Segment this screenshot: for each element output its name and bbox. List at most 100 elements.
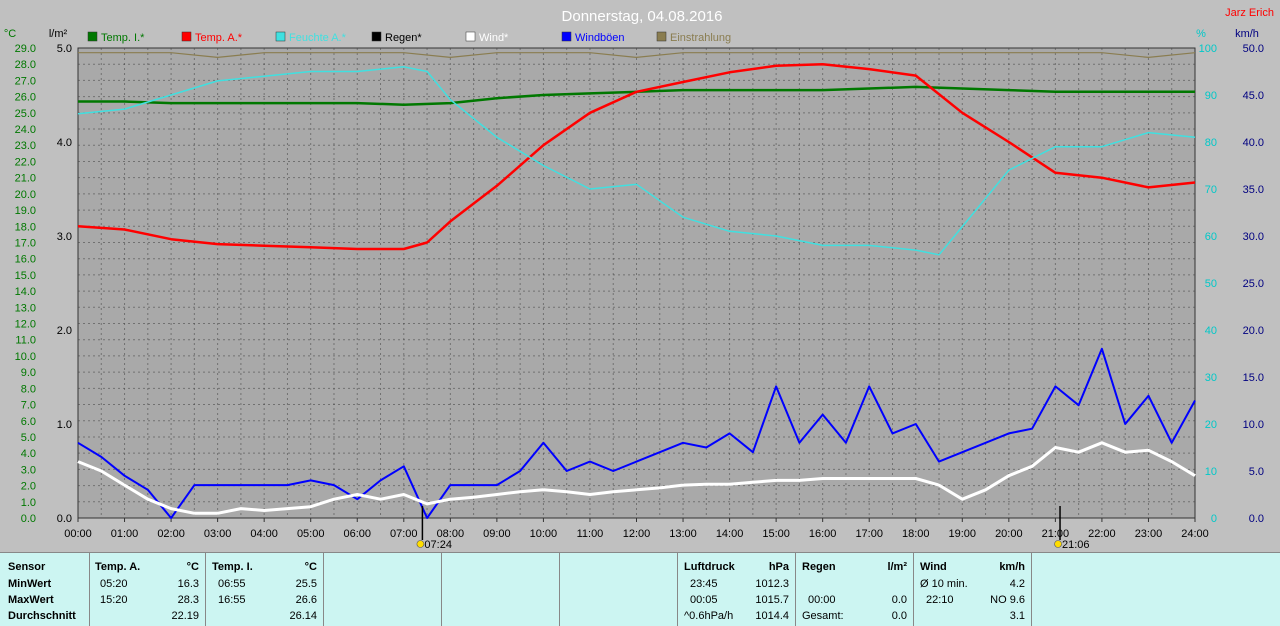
pressure-max-time: 00:05 (690, 594, 718, 606)
humidity-tick-label: 40 (1205, 325, 1217, 337)
temp-tick-label: 17.0 (15, 237, 36, 249)
humidity-tick-label: 100 (1199, 43, 1217, 55)
wind-tick-label: 45.0 (1243, 90, 1264, 102)
grid (78, 48, 1195, 518)
temp-tick-label: 1.0 (21, 497, 36, 509)
legend-swatch (656, 31, 667, 42)
temp-tick-label: 5.0 (21, 432, 36, 444)
avg-label: Durchschnitt (8, 610, 76, 622)
legend-label: Temp. I.* (101, 32, 145, 44)
stats-col-rain: Regen l/m² 00:00 0.0 Gesamt: 0.0 (796, 553, 914, 626)
temp-tick-label: 10.0 (15, 351, 36, 363)
wind-tick-label: 50.0 (1243, 43, 1264, 55)
legend-swatch (561, 31, 572, 42)
wind-tick-label: 0.0 (1249, 513, 1264, 525)
legend: Temp. I.* Temp. A.* Feuchte A.* Regen* Wind*… (87, 31, 731, 44)
legend-label: Wind* (479, 32, 509, 44)
legend-label: Einstrahlung (670, 32, 731, 44)
stats-col-temp-i: Temp. I. °C 06:55 25.5 16:55 26.6 26.14 (206, 553, 324, 626)
x-tick-label: 04:00 (250, 528, 278, 540)
legend-label: Temp. A.* (195, 32, 243, 44)
humidity-tick-label: 30 (1205, 372, 1217, 384)
rain-total-label: Gesamt: (802, 610, 844, 622)
stats-col-empty-3 (560, 553, 678, 626)
x-tick-label: 00:00 (64, 528, 92, 540)
markers: 07:24 21:06 (416, 506, 1090, 551)
pressure-unit: hPa (768, 561, 789, 573)
temp-tick-label: 2.0 (21, 481, 36, 493)
temp-tick-label: 22.0 (15, 156, 36, 168)
x-tick-label: 11:00 (577, 528, 604, 540)
sun-marker-icon (1054, 540, 1062, 548)
rain-tick-label: 4.0 (57, 137, 72, 149)
pressure-trend-val: 1014.4 (755, 610, 789, 622)
stats-col-empty-2 (442, 553, 560, 626)
x-tick-label: 17:00 (855, 528, 883, 540)
humidity-tick-label: 70 (1205, 184, 1217, 196)
temp-tick-label: 27.0 (15, 75, 36, 87)
x-tick-label: 15:00 (762, 528, 790, 540)
temp-i-avg: 26.14 (289, 610, 317, 622)
rain-tick-label: 2.0 (57, 325, 72, 337)
series-feuchte-a (77, 66, 1196, 256)
humidity-tick-label: 60 (1205, 231, 1217, 243)
wind-tick-label: 35.0 (1243, 184, 1264, 196)
wind-tick-label: 5.0 (1249, 466, 1264, 478)
pressure-trend-label: ^0.6hPa/h (684, 610, 734, 622)
series-einstrahlung (78, 52, 1196, 59)
temp-axis-unit: °C (4, 28, 16, 40)
rain-tick-label: 0.0 (57, 513, 72, 525)
temp-i-header: Temp. I. (212, 561, 253, 573)
rain-axis-unit: l/m² (49, 28, 68, 40)
temp-i-max-val: 26.6 (295, 594, 317, 606)
temp-tick-label: 24.0 (15, 124, 36, 136)
legend-swatch (371, 31, 382, 42)
x-tick-label: 07:00 (390, 528, 418, 540)
series-wind (77, 441, 1196, 515)
temp-tick-label: 26.0 (15, 92, 36, 104)
humidity-tick-label: 0 (1211, 513, 1217, 525)
temp-tick-label: 15.0 (15, 270, 36, 282)
humidity-axis-unit: % (1196, 28, 1206, 40)
x-tick-label: 24:00 (1181, 528, 1209, 540)
temp-tick-label: 19.0 (15, 205, 36, 217)
stats-col-wind: Wind km/h Ø 10 min. 4.2 22:10 NO 9.6 3.1 (914, 553, 1032, 626)
wind-avg2: 3.1 (1009, 610, 1025, 622)
temp-tick-label: 9.0 (21, 367, 36, 379)
legend-swatch (275, 31, 286, 42)
temp-tick-label: 0.0 (21, 513, 36, 525)
rain-tick-label: 5.0 (57, 43, 72, 55)
series-windb-en (77, 347, 1196, 519)
rain-max-time: 00:00 (808, 594, 836, 606)
temp-tick-label: 3.0 (21, 464, 36, 476)
temp-tick-label: 18.0 (15, 221, 36, 233)
temp-tick-label: 4.0 (21, 448, 36, 460)
temp-i-min-time: 06:55 (218, 578, 246, 590)
series-temp-a (77, 62, 1196, 251)
author-label: Jarz Erich (1225, 7, 1274, 19)
temp-tick-label: 14.0 (15, 286, 36, 298)
rain-tick-label: 3.0 (57, 231, 72, 243)
humidity-tick-label: 50 (1205, 278, 1217, 290)
wind-max-val: NO 9.6 (990, 594, 1025, 606)
temp-a-min-time: 05:20 (100, 578, 128, 590)
x-tick-label: 10:00 (530, 528, 558, 540)
x-tick-label: 02:00 (157, 528, 185, 540)
chart-title: Donnerstag, 04.08.2016 (562, 8, 723, 25)
series (77, 52, 1196, 519)
weather-chart: Donnerstag, 04.08.2016 Jarz Erich Temp. … (4, 7, 1274, 551)
pressure-header: Luftdruck (684, 561, 735, 573)
min-label: MinWert (8, 578, 52, 590)
x-tick-label: 20:00 (995, 528, 1023, 540)
stats-col-empty-1 (324, 553, 442, 626)
wind-tick-label: 25.0 (1243, 278, 1264, 290)
rain-tick-label: 1.0 (57, 419, 72, 431)
wind-tick-label: 10.0 (1243, 419, 1264, 431)
sun-marker-label: 21:06 (1062, 539, 1090, 551)
temp-tick-label: 7.0 (21, 400, 36, 412)
x-tick-label: 06:00 (343, 528, 371, 540)
legend-label: Windböen (575, 32, 625, 44)
sensor-header: Sensor (8, 561, 46, 573)
temp-a-header: Temp. A. (95, 561, 141, 573)
x-tick-label: 03:00 (204, 528, 232, 540)
